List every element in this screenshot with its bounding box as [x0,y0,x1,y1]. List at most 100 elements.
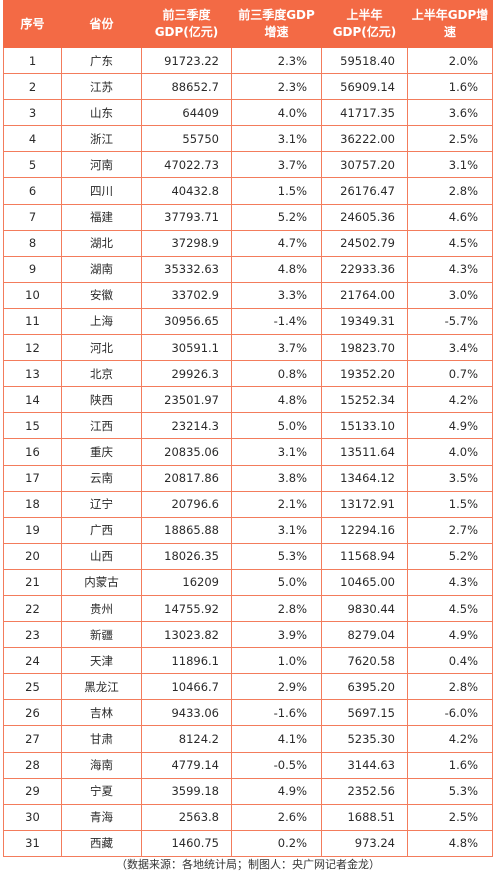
province-cell: 天津 [61,647,142,675]
header-growth-q3-line2: 增速 [264,25,289,39]
table-row: 2 江苏 88652.7 2.3% 56909.14 1.6% [3,73,493,101]
rank-cell: 7 [3,203,62,231]
province-cell: 浙江 [61,125,142,153]
table-row: 5 河南 47022.73 3.7% 30757.20 3.1% [3,151,493,179]
province-cell: 西藏 [61,829,142,857]
province-cell: 宁夏 [61,777,142,805]
gdp-h1-cell: 5697.15 [321,699,408,727]
table-row: 17 云南 20817.86 3.8% 13464.12 3.5% [3,464,493,492]
rank-cell: 21 [3,568,62,596]
gdp-h1-cell: 24502.79 [321,229,408,257]
gdp-q3-cell: 55750 [141,125,232,153]
gdp-q3-cell: 47022.73 [141,151,232,179]
table-row: 3 山东 64409 4.0% 41717.35 3.6% [3,99,493,127]
gdp-q3-cell: 8124.2 [141,725,232,753]
rank-cell: 4 [3,125,62,153]
gdp-h1-cell: 12294.16 [321,516,408,544]
gdp-q3-cell: 29926.3 [141,360,232,388]
table-row: 9 湖南 35332.63 4.8% 22933.36 4.3% [3,255,493,283]
gdp-h1-cell: 3144.63 [321,751,408,779]
growth-h1-cell: 4.0% [407,438,493,466]
header-growth-q3-line1: 前三季度GDP [238,8,315,22]
rank-cell: 6 [3,177,62,205]
growth-h1-cell: 0.7% [407,360,493,388]
gdp-h1-cell: 9830.44 [321,594,408,623]
rank-cell: 23 [3,621,62,649]
gdp-table: 序号 省份 前三季度 GDP(亿元) 前三季度GDP 增速 上半年 GDP(亿元) 上… [3,0,493,857]
gdp-q3-cell: 91723.22 [141,46,232,75]
table-row: 8 湖北 37298.9 4.7% 24502.79 4.5% [3,229,493,257]
growth-q3-cell: 3.3% [231,281,322,309]
gdp-q3-cell: 18026.35 [141,542,232,570]
table-row: 10 安徽 33702.9 3.3% 21764.00 3.0% [3,281,493,309]
table-row: 18 辽宁 20796.6 2.1% 13172.91 1.5% [3,490,493,518]
province-cell: 新疆 [61,621,142,649]
header-row: 序号 省份 前三季度 GDP(亿元) 前三季度GDP 增速 上半年 GDP(亿元) 上… [3,0,493,48]
province-cell: 山东 [61,99,142,127]
province-cell: 广西 [61,516,142,544]
gdp-h1-cell: 19352.20 [321,360,408,388]
growth-q3-cell: 3.7% [231,334,322,362]
gdp-q3-cell: 20796.6 [141,490,232,518]
province-cell: 福建 [61,203,142,231]
table-row: 20 山西 18026.35 5.3% 11568.94 5.2% [3,542,493,570]
table-row: 24 天津 11896.1 1.0% 7620.58 0.4% [3,647,493,675]
growth-q3-cell: 4.9% [231,777,322,805]
growth-q3-cell: 3.1% [231,438,322,466]
growth-q3-cell: 2.1% [231,490,322,518]
gdp-h1-cell: 59518.40 [321,46,408,75]
rank-cell: 5 [3,151,62,179]
table-row: 7 福建 37793.71 5.2% 24605.36 4.6% [3,203,493,231]
table-body: 1 广东 91723.22 2.3% 59518.40 2.0% 2 江苏 88652.7 2.3… [3,46,493,857]
gdp-q3-cell: 11896.1 [141,647,232,675]
growth-q3-cell: 3.1% [231,125,322,153]
growth-q3-cell: 4.1% [231,725,322,753]
gdp-q3-cell: 2563.8 [141,803,232,831]
table-row: 28 海南 4779.14 -0.5% 3144.63 1.6% [3,751,493,779]
gdp-q3-cell: 9433.06 [141,699,232,727]
province-cell: 青海 [61,803,142,831]
growth-q3-cell: 2.3% [231,46,322,75]
gdp-q3-cell: 20817.86 [141,464,232,492]
growth-h1-cell: 4.6% [407,203,493,231]
rank-cell: 3 [3,99,62,127]
table-row: 19 广西 18865.88 3.1% 12294.16 2.7% [3,516,493,544]
growth-q3-cell: 5.2% [231,203,322,231]
rank-cell: 11 [3,307,62,336]
gdp-h1-cell: 973.24 [321,829,408,857]
table-row: 11 上海 30956.65 -1.4% 19349.31 -5.7% [3,307,493,336]
gdp-h1-cell: 2352.56 [321,777,408,805]
growth-h1-cell: -5.7% [407,307,493,336]
growth-h1-cell: 1.6% [407,73,493,101]
header-gdp-h1-line2: GDP(亿元) [332,25,397,39]
province-cell: 江苏 [61,73,142,101]
rank-cell: 19 [3,516,62,544]
growth-h1-cell: 2.5% [407,125,493,153]
gdp-q3-cell: 37298.9 [141,229,232,257]
gdp-h1-cell: 11568.94 [321,542,408,570]
rank-cell: 30 [3,803,62,831]
table-row: 14 陕西 23501.97 4.8% 15252.34 4.2% [3,386,493,414]
gdp-h1-cell: 26176.47 [321,177,408,205]
gdp-h1-cell: 15133.10 [321,412,408,440]
rank-cell: 15 [3,412,62,440]
gdp-h1-cell: 56909.14 [321,73,408,101]
province-cell: 湖南 [61,255,142,283]
rank-cell: 27 [3,725,62,753]
province-cell: 江西 [61,412,142,440]
table-row: 31 西藏 1460.75 0.2% 973.24 4.8% [3,829,493,857]
table-row: 25 黑龙江 10466.7 2.9% 6395.20 2.8% [3,673,493,701]
table-header: 序号 省份 前三季度 GDP(亿元) 前三季度GDP 增速 上半年 GDP(亿元) 上… [3,0,493,48]
rank-cell: 22 [3,594,62,623]
rank-cell: 1 [3,46,62,75]
header-growth-h1-line2: 速 [443,25,456,39]
header-growth-h1: 上半年GDP增速 [407,0,493,48]
gdp-h1-cell: 30757.20 [321,151,408,179]
growth-q3-cell: 4.7% [231,229,322,257]
growth-h1-cell: 4.3% [407,568,493,596]
growth-q3-cell: 5.3% [231,542,322,570]
growth-h1-cell: 4.9% [407,621,493,649]
gdp-h1-cell: 10465.00 [321,568,408,596]
growth-h1-cell: 2.0% [407,46,493,75]
gdp-h1-cell: 15252.34 [321,386,408,414]
